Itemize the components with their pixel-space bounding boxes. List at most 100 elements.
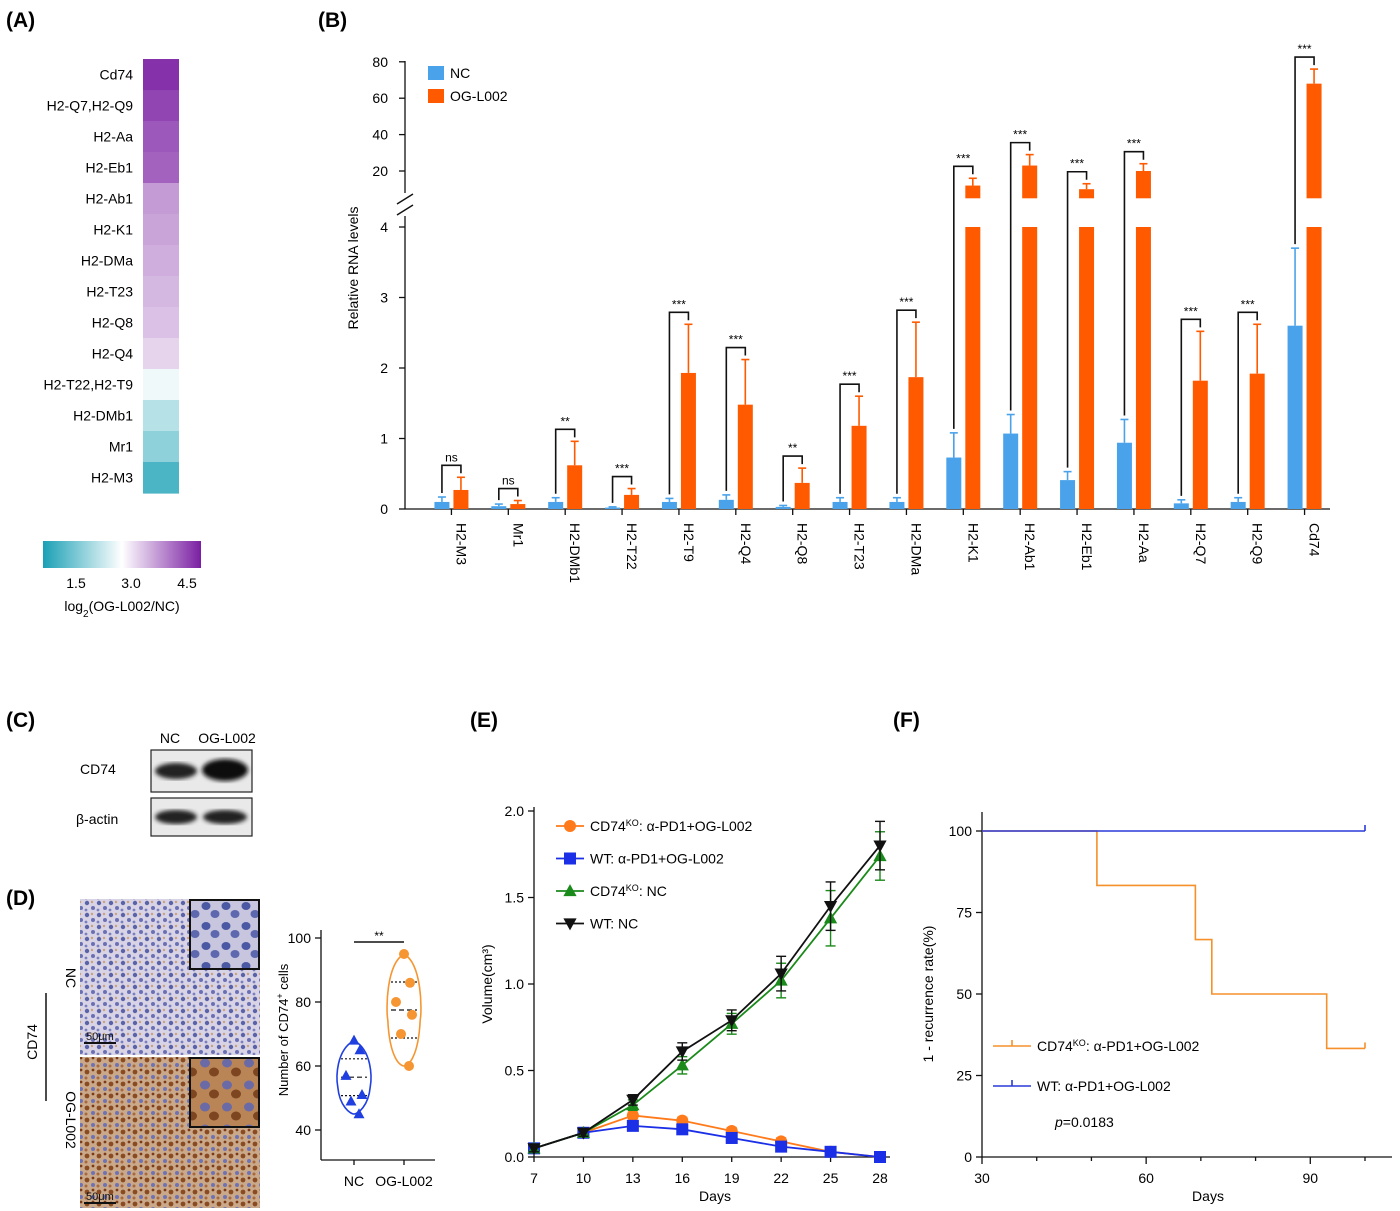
colorbar-label: log2(OG-L002/NC) [64,598,179,620]
bar-upper [965,185,981,199]
bar-upper [1135,171,1151,199]
data-point [404,1061,414,1071]
colorbar-tick-label: 3.0 [121,575,141,591]
x-tick-label: 16 [674,1170,690,1186]
bar [434,501,450,509]
data-point [396,1029,406,1039]
significance-bracket [441,464,462,494]
tumor-volume-plot: 0.0 0.5 1.0 1.5 2.0 7 10 13 16 19 22 25 28 [505,803,890,1186]
y-tick-label: 60 [372,90,388,106]
heatmap-row-label: H2-T22,H2-T9 [44,377,134,393]
x-tick-label: H2-DMa [908,523,924,575]
bar [624,494,640,509]
bar [851,425,867,509]
y-tick-label: 25 [956,1068,972,1084]
bar [946,457,962,509]
heatmap-row-label: H2-Q7,H2-Q9 [47,98,134,114]
survival-curve [982,830,1365,1050]
bar [1003,433,1019,509]
legend-marker [564,820,576,832]
ihc-inset-nc [189,899,260,970]
significance-label: *** [672,297,686,311]
blot-row-actin: β-actin [76,811,118,827]
significance-label: *** [1070,157,1084,171]
heatmap-cell [143,307,179,339]
x-tick-label: H2-DMb1 [567,523,583,583]
significance-label: *** [1298,42,1312,56]
significance-bracket [611,475,633,503]
significance-bracket [839,383,860,494]
data-point [353,1108,365,1119]
heatmap-cell [143,90,179,122]
tumor-volume-panel: 0.00.51.01.52.07 10 13 16 19 22 25 28 CD74KO: α… [479,803,890,1204]
legend-label-part: : α-PD1+OG-L002 [1086,1038,1200,1054]
data-point [354,1044,366,1055]
tumor-volume-ylabel: Volume(cm³) [479,944,495,1023]
data-point [407,1009,417,1020]
y-tick-label: 60 [295,1058,311,1074]
ihc-row-nc: NC [63,968,79,988]
legend-label-part: : NC [639,883,667,899]
data-point [873,840,887,853]
bar [1022,227,1038,509]
y-tick-label: 40 [295,1122,311,1138]
data-point [824,1145,837,1158]
panel-label-f: (F) [893,709,920,732]
p-value: p=0.0183 [1054,1114,1114,1130]
data-point [576,1127,591,1140]
ihc-images: 50μm 50μm NC OG-L002 CD74 [24,899,260,1208]
colorbar-tick-label: 4.5 [177,575,197,591]
x-tick-label: 19 [724,1170,740,1186]
x-tick-label: 13 [625,1170,641,1186]
colorbar-ticks: 1.5 3.0 4.5 [66,575,197,591]
bar [1079,227,1095,509]
bar [1192,380,1208,509]
legend-label-part: : α-PD1+OG-L002 [639,818,753,834]
y-tick-label: 80 [372,54,388,70]
series-line [533,845,881,1150]
significance-label: *** [956,151,970,165]
data-point [725,1015,739,1028]
legend-label-part: CD74 [1037,1038,1073,1054]
legend-label: CD74KO: NC [590,883,667,899]
significance-label: ns [502,474,515,488]
x-tick-label: 7 [530,1170,538,1186]
bar [567,465,583,509]
bar [832,501,848,509]
bar [510,504,526,509]
data-point [774,968,788,981]
bar-chart-x-tick-labels: H2-M3 Mr1 H2-DMb1 H2-T22 H2-T9 H2-Q4 H2-Q8 H2-T… [453,523,1322,583]
y-tick-label: 20 [372,163,388,179]
x-tick-label: H2-Q7 [1193,523,1209,564]
legend-label-part: WT: α-PD1+OG-L002 [1037,1078,1171,1094]
x-tick-label: 28 [872,1170,888,1186]
heatmap-cell [143,59,179,91]
panel-label-d: (D) [6,887,35,910]
significance-bracket [498,487,519,501]
x-tick-label: H2-M3 [453,523,469,565]
y-tick-label: 2 [380,360,388,376]
legend-label-part: CD74 [590,818,626,834]
legend-label: WT: NC [590,916,638,932]
legend-label: WT: α-PD1+OG-L002 [1037,1078,1171,1094]
x-tick-label: NC [344,1173,364,1189]
legend-swatch-og [428,89,444,103]
recurrence-plot: 0 25 50 75 100 30 60 90 [949,812,1392,1186]
x-tick-label: H2-T23 [852,523,868,570]
y-tick-label: 0 [964,1149,972,1165]
panel-label-c: (C) [6,709,35,732]
heatmap-cell [143,214,179,246]
heatmap-row-labels: Cd74 H2-Q7,H2-Q9 H2-Aa H2-Eb1 H2-Ab1 H2-K1 H2-… [44,67,134,486]
bar-chart-axes: 0 1 2 3 4 20 40 60 80 [372,54,1330,517]
blot-band-cd74-nc [155,763,197,779]
legend-label-sup: KO [1073,1038,1086,1048]
x-tick-label: Mr1 [510,523,526,547]
data-point [391,997,401,1007]
heatmap-row-label: H2-Q4 [92,346,133,362]
data-point [527,1143,541,1156]
y-tick-label: 40 [372,127,388,143]
x-tick-label: H2-Ab1 [1022,523,1038,571]
x-tick-label: 22 [773,1170,789,1186]
heatmap-cell [143,245,179,277]
